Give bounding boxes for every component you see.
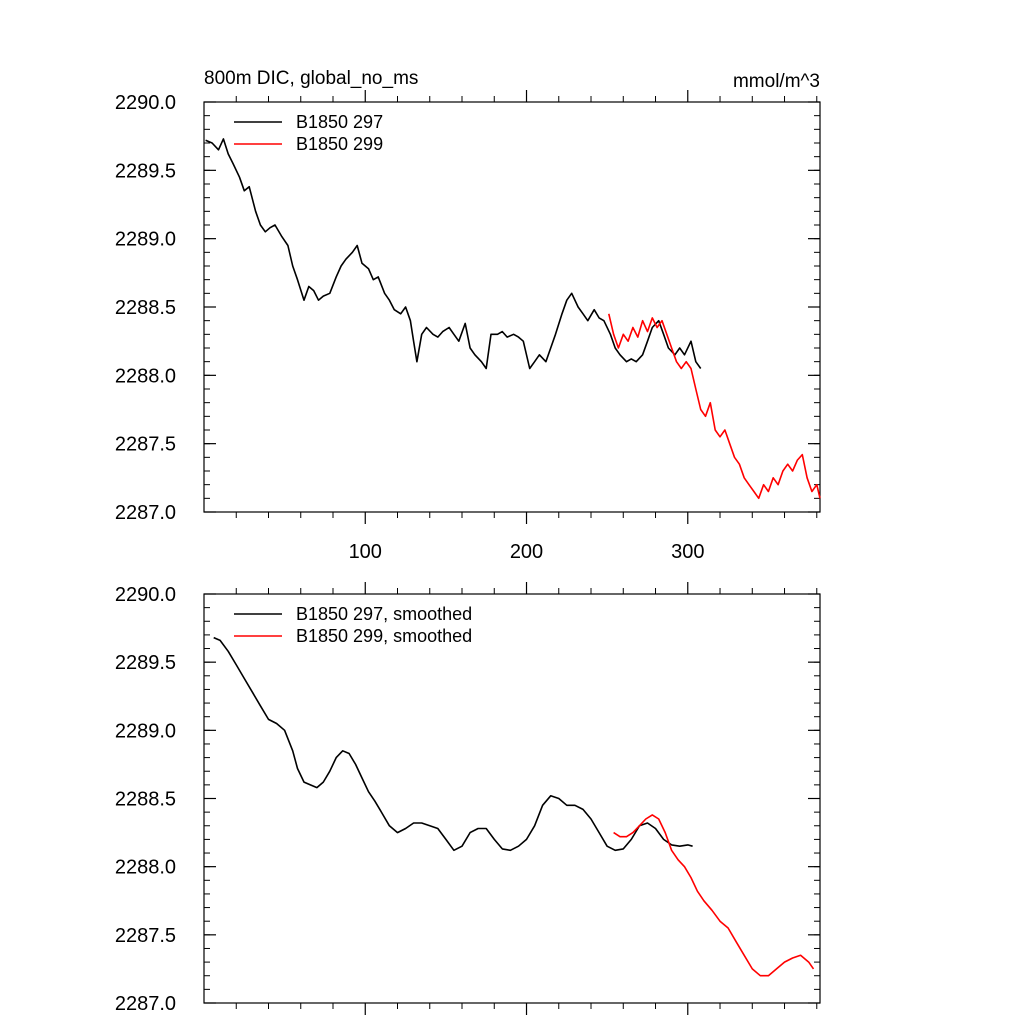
chart1-x-tick-label: 300 xyxy=(671,541,704,563)
chart1-y-tick-label: 2289.0 xyxy=(115,229,176,251)
chart2-y-tick-label: 2289.0 xyxy=(115,720,176,742)
chart2-y-tick-label: 2289.5 xyxy=(115,652,176,674)
chart1-y-tick-label: 2288.5 xyxy=(115,297,176,319)
chart2-y-tick-label: 2288.0 xyxy=(115,857,176,879)
chart1-plot-frame xyxy=(203,101,821,513)
chart2-plot-frame xyxy=(203,593,821,1004)
units-label: mmol/m^3 xyxy=(733,71,820,92)
chart1-x-tick-label: 200 xyxy=(510,541,543,563)
chart2-series-line-2 xyxy=(613,814,815,977)
chart2-y-tick-label: 2287.0 xyxy=(115,993,176,1015)
chart2-y-tick-label: 2288.5 xyxy=(115,789,176,811)
chart1-y-tick-label: 2288.0 xyxy=(115,365,176,387)
chart1-y-tick-label: 2290.0 xyxy=(115,92,176,114)
chart1-legend-label-1: B1850 297 xyxy=(296,112,383,132)
chart1-x-tick-label: 100 xyxy=(349,541,382,563)
chart1-series-line-1 xyxy=(205,138,702,370)
chart2-y-tick-label: 2290.0 xyxy=(115,584,176,606)
bottom-chart-panel: 2287.0 2287.5 2288.0 2288.5 2289.0 2289.5 2290… xyxy=(115,582,821,1015)
chart2-y-tick-label: 2287.5 xyxy=(115,925,176,947)
chart2-legend-label-2: B1850 299, smoothed xyxy=(296,626,472,646)
chart2-legend-label-1: B1850 297, smoothed xyxy=(296,604,472,624)
chart1-y-tick-label: 2287.0 xyxy=(115,502,176,524)
chart1-y-tick-label: 2289.5 xyxy=(115,160,176,182)
chart1-legend-label-2: B1850 299 xyxy=(296,134,383,154)
chart2-series-line-1 xyxy=(213,636,693,852)
chart-title: 800m DIC, global_no_ms xyxy=(204,68,418,89)
chart1-series-line-2 xyxy=(608,313,821,500)
chart1-y-tick-label: 2287.5 xyxy=(115,434,176,456)
top-chart-panel: 800m DIC, global_no_ms mmol/m^3 2287.0 22… xyxy=(115,68,821,563)
